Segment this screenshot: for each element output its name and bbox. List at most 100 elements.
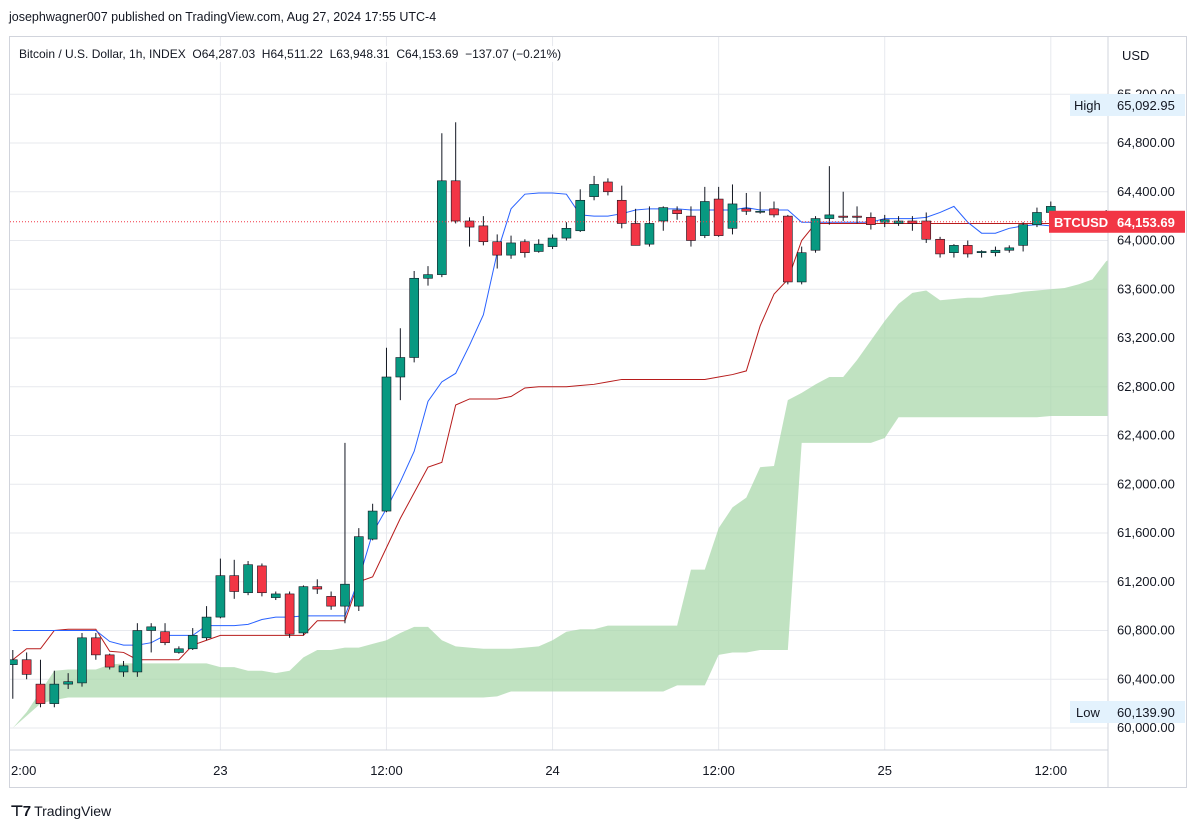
candle-body xyxy=(603,181,613,193)
candle-body xyxy=(340,583,350,607)
y-tick-label: 61,200.00 xyxy=(1117,574,1175,589)
candle-body xyxy=(713,198,724,236)
candle-body xyxy=(381,376,392,512)
candle-body xyxy=(326,596,336,607)
candle-body xyxy=(132,630,143,673)
high-value: 65,092.95 xyxy=(1117,98,1175,113)
tradingview-logo-icon: ⊤7 xyxy=(10,803,31,820)
candle-body xyxy=(395,357,406,378)
x-tick-label: 24 xyxy=(545,763,559,778)
candle-body xyxy=(783,215,793,283)
candle-body xyxy=(824,214,835,219)
low-value: 60,139.90 xyxy=(1117,705,1175,720)
y-tick-label: 64,400.00 xyxy=(1117,184,1175,199)
x-tick-label: 12:00 xyxy=(370,763,403,778)
candle-body xyxy=(852,215,862,218)
candle-body xyxy=(533,243,544,252)
candle-body xyxy=(77,637,87,684)
candle-body xyxy=(630,223,641,246)
y-tick-label: 64,800.00 xyxy=(1117,135,1175,150)
candle-body xyxy=(672,209,682,214)
candle-body xyxy=(91,637,101,656)
candle-body xyxy=(229,575,240,592)
symbol-name: Bitcoin / U.S. Dollar, 1h, INDEX xyxy=(19,47,186,61)
last-price-symbol: BTCUSD xyxy=(1054,215,1108,230)
candle-body xyxy=(270,593,281,598)
candle-body xyxy=(810,218,821,251)
x-tick-label: 2:00 xyxy=(11,763,36,778)
candle-body xyxy=(409,277,419,358)
publish-caption: josephwagner007 published on TradingView… xyxy=(9,10,437,24)
candle-body xyxy=(769,208,779,216)
candles xyxy=(10,122,1194,708)
candle-body xyxy=(796,252,807,283)
candle-body xyxy=(644,223,655,245)
candle-body xyxy=(160,631,170,643)
cloud-area xyxy=(12,260,1108,728)
candle-body xyxy=(450,180,461,222)
candle-body xyxy=(49,683,60,704)
low-label: Low xyxy=(1076,705,1100,720)
candle-body xyxy=(589,184,599,197)
y-tick-label: 62,000.00 xyxy=(1117,476,1175,491)
candle-body xyxy=(547,237,558,247)
candle-body xyxy=(575,199,586,232)
candle-body xyxy=(215,575,226,618)
candle-body xyxy=(174,648,184,653)
candle-body xyxy=(35,683,46,704)
candle-body xyxy=(243,564,253,594)
y-tick-label: 60,800.00 xyxy=(1117,623,1175,638)
candle-body xyxy=(118,665,129,673)
last-price-value: 64,153.69 xyxy=(1117,215,1175,230)
currency-label[interactable]: USD xyxy=(1122,48,1150,63)
candle-body xyxy=(478,225,489,243)
y-tick-label: 63,200.00 xyxy=(1117,330,1175,345)
candle-body xyxy=(616,199,627,224)
brand-name: TradingView xyxy=(34,803,112,819)
candle-body xyxy=(976,251,987,253)
x-tick-label: 12:00 xyxy=(702,763,735,778)
price-labels: BTCUSD 64,153.69 High 65,092.95 Low 60,139.90 xyxy=(10,94,1185,723)
candle-body xyxy=(921,220,932,240)
chart-frame[interactable] xyxy=(9,36,1187,788)
low-label-box xyxy=(1070,701,1185,723)
candle-body xyxy=(201,616,212,639)
candle-body xyxy=(990,249,1001,253)
candle-body xyxy=(1018,224,1028,246)
candle-body xyxy=(284,593,295,635)
candle-body xyxy=(187,635,198,650)
candle-body xyxy=(1004,247,1015,251)
candle-body xyxy=(741,208,752,212)
candle-body xyxy=(464,220,475,228)
candle-body xyxy=(367,510,378,540)
candle-body xyxy=(879,219,890,223)
candle-body xyxy=(520,241,530,253)
y-tick-label: 63,600.00 xyxy=(1117,281,1175,296)
base-line xyxy=(12,222,1108,661)
y-tick-label: 62,800.00 xyxy=(1117,379,1175,394)
candle-body xyxy=(298,586,309,634)
candle-body xyxy=(838,215,849,218)
candle-body xyxy=(935,238,945,255)
y-tick-label: 62,400.00 xyxy=(1117,428,1175,443)
tradingview-footer[interactable]: ⊤7 TradingView xyxy=(10,802,111,820)
y-tick-label: 61,600.00 xyxy=(1117,525,1175,540)
high-label: High xyxy=(1074,98,1101,113)
candle-body xyxy=(506,242,516,256)
candle-body xyxy=(727,203,738,229)
ohlc-values: O64,287.03 H64,511.22 L63,948.31 C64,153… xyxy=(192,47,562,61)
candle-body xyxy=(146,626,156,631)
candle-body xyxy=(423,274,433,279)
candle-body xyxy=(1185,206,1194,222)
candle-body xyxy=(686,215,696,241)
candle-body xyxy=(755,210,765,213)
high-label-box xyxy=(1070,94,1185,116)
candle-body xyxy=(312,586,323,590)
candle-body xyxy=(353,536,364,607)
candle-body xyxy=(10,659,18,665)
candle-body xyxy=(63,681,73,685)
candle-body xyxy=(866,217,876,225)
candle-body xyxy=(949,245,959,253)
